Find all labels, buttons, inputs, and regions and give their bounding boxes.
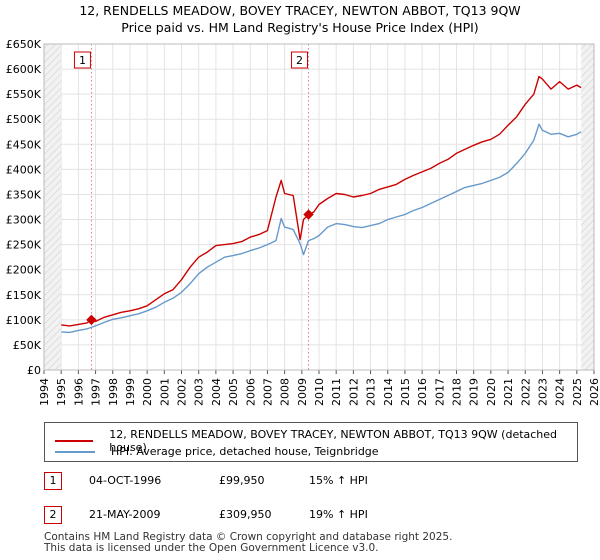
x-tick-label: 2007 <box>261 378 274 406</box>
x-tick-label: 2021 <box>502 378 515 406</box>
x-tick-label: 2008 <box>279 378 292 406</box>
chart-subtitle: Price paid vs. HM Land Registry's House … <box>121 20 479 35</box>
pre-data-hatch <box>44 44 62 370</box>
sale-number-box <box>73 51 91 69</box>
sale-point-marker <box>303 209 314 220</box>
x-tick-label: 2001 <box>158 378 171 406</box>
price-chart: £0 £50K £100K £150K £200K £250K £300K £350K £400… <box>6 38 600 406</box>
legend-label-hpi: HPI: Average price, detached house, Teig… <box>111 445 379 458</box>
x-tick-label: 1998 <box>107 378 120 406</box>
x-tick-label: 2014 <box>382 378 395 406</box>
x-tick-label: 2022 <box>519 378 532 406</box>
sale-number-box <box>291 51 309 69</box>
sale-hpi-change: 19% ↑ HPI <box>309 508 368 521</box>
y-tick-label: £150K <box>6 289 42 302</box>
sale-row: 1 04-OCT-1996 £99,950 15% ↑ HPI <box>44 472 584 496</box>
sale-number-label: 1 <box>79 54 86 67</box>
legend: 12, RENDELLS MEADOW, BOVEY TRACEY, NEWTO… <box>44 422 578 462</box>
hpi-line <box>61 123 582 334</box>
footer-copyright: Contains HM Land Registry data © Crown c… <box>44 531 453 543</box>
sale-point-marker <box>86 314 97 326</box>
y-tick-label: £200K <box>6 264 42 277</box>
x-tick-label: 1994 <box>38 378 51 406</box>
sale-date: 04-OCT-1996 <box>89 474 162 487</box>
footer-licence: This data is licensed under the Open Gov… <box>44 542 379 554</box>
sale-date: 21-MAY-2009 <box>89 508 161 521</box>
x-tick-label: 2003 <box>193 378 206 406</box>
y-tick-label: £550K <box>6 88 42 101</box>
x-tick-label: 1999 <box>124 378 137 406</box>
post-data-hatch <box>581 44 594 370</box>
y-tick-label: £400K <box>6 163 42 176</box>
sale-number-badge: 1 <box>44 472 62 490</box>
y-tick-label: £450K <box>6 138 42 151</box>
x-tick-label: 2011 <box>330 378 343 406</box>
x-tick-label: 2017 <box>433 378 446 406</box>
legend-item-property: 12, RENDELLS MEADOW, BOVEY TRACEY, NEWTO… <box>55 428 577 454</box>
x-tick-label: 2006 <box>244 378 257 406</box>
x-tick-label: 2026 <box>588 378 600 406</box>
y-tick-label: £300K <box>6 214 42 227</box>
series-layer <box>61 75 582 334</box>
y-tick-label: £100K <box>6 314 42 327</box>
sale-number-label: 2 <box>296 54 303 67</box>
sale-price: £99,950 <box>219 474 265 487</box>
property-price-line <box>61 75 582 327</box>
x-tick-label: 2009 <box>296 378 309 406</box>
x-tick-label: 2002 <box>176 378 189 406</box>
hatch-layer <box>44 44 594 370</box>
x-tick-label: 2023 <box>536 378 549 406</box>
y-tick-label: £0 <box>27 364 41 377</box>
x-tick-label: 1997 <box>90 378 103 406</box>
chart-title-block: 12, RENDELLS MEADOW, BOVEY TRACEY, NEWTO… <box>0 2 600 36</box>
y-tick-label: £250K <box>6 239 42 252</box>
y-tick-label: £350K <box>6 188 42 201</box>
y-tick-label: £650K <box>6 38 42 51</box>
axis-layer: £0 £50K £100K £150K £200K £250K £300K £350K £400… <box>6 38 600 406</box>
sale-hpi-change: 15% ↑ HPI <box>309 474 368 487</box>
x-tick-label: 2025 <box>571 378 584 406</box>
x-tick-label: 2018 <box>451 378 464 406</box>
x-tick-label: 2024 <box>554 378 567 406</box>
x-tick-label: 2019 <box>468 378 481 406</box>
x-tick-label: 2000 <box>141 378 154 406</box>
legend-label-property: 12, RENDELLS MEADOW, BOVEY TRACEY, NEWTO… <box>109 428 558 454</box>
legend-item-hpi: HPI: Average price, detached house, Teig… <box>55 445 379 458</box>
sale-number-badge: 2 <box>44 506 62 524</box>
x-tick-label: 2004 <box>210 378 223 406</box>
x-tick-label: 2012 <box>347 378 360 406</box>
plot-border <box>43 43 595 371</box>
x-tick-label: 2005 <box>227 378 240 406</box>
x-tick-label: 1996 <box>72 378 85 406</box>
y-tick-label: £600K <box>6 63 42 76</box>
x-tick-label: 1995 <box>55 378 68 406</box>
footer: Contains HM Land Registry data © Crown c… <box>44 532 452 554</box>
chart-title: 12, RENDELLS MEADOW, BOVEY TRACEY, NEWTO… <box>79 3 521 18</box>
x-tick-label: 2020 <box>485 378 498 406</box>
x-tick-label: 2010 <box>313 378 326 406</box>
y-tick-label: £50K <box>13 339 42 352</box>
y-tick-label: £500K <box>6 113 42 126</box>
legend-swatch-hpi <box>55 450 95 453</box>
sale-price: £309,950 <box>219 508 272 521</box>
x-tick-label: 2015 <box>399 378 412 406</box>
x-tick-label: 2016 <box>416 378 429 406</box>
grid-layer <box>43 43 595 371</box>
legend-swatch-property <box>55 440 94 442</box>
sale-row: 2 21-MAY-2009 £309,950 19% ↑ HPI <box>44 506 584 530</box>
x-tick-label: 2013 <box>365 378 378 406</box>
